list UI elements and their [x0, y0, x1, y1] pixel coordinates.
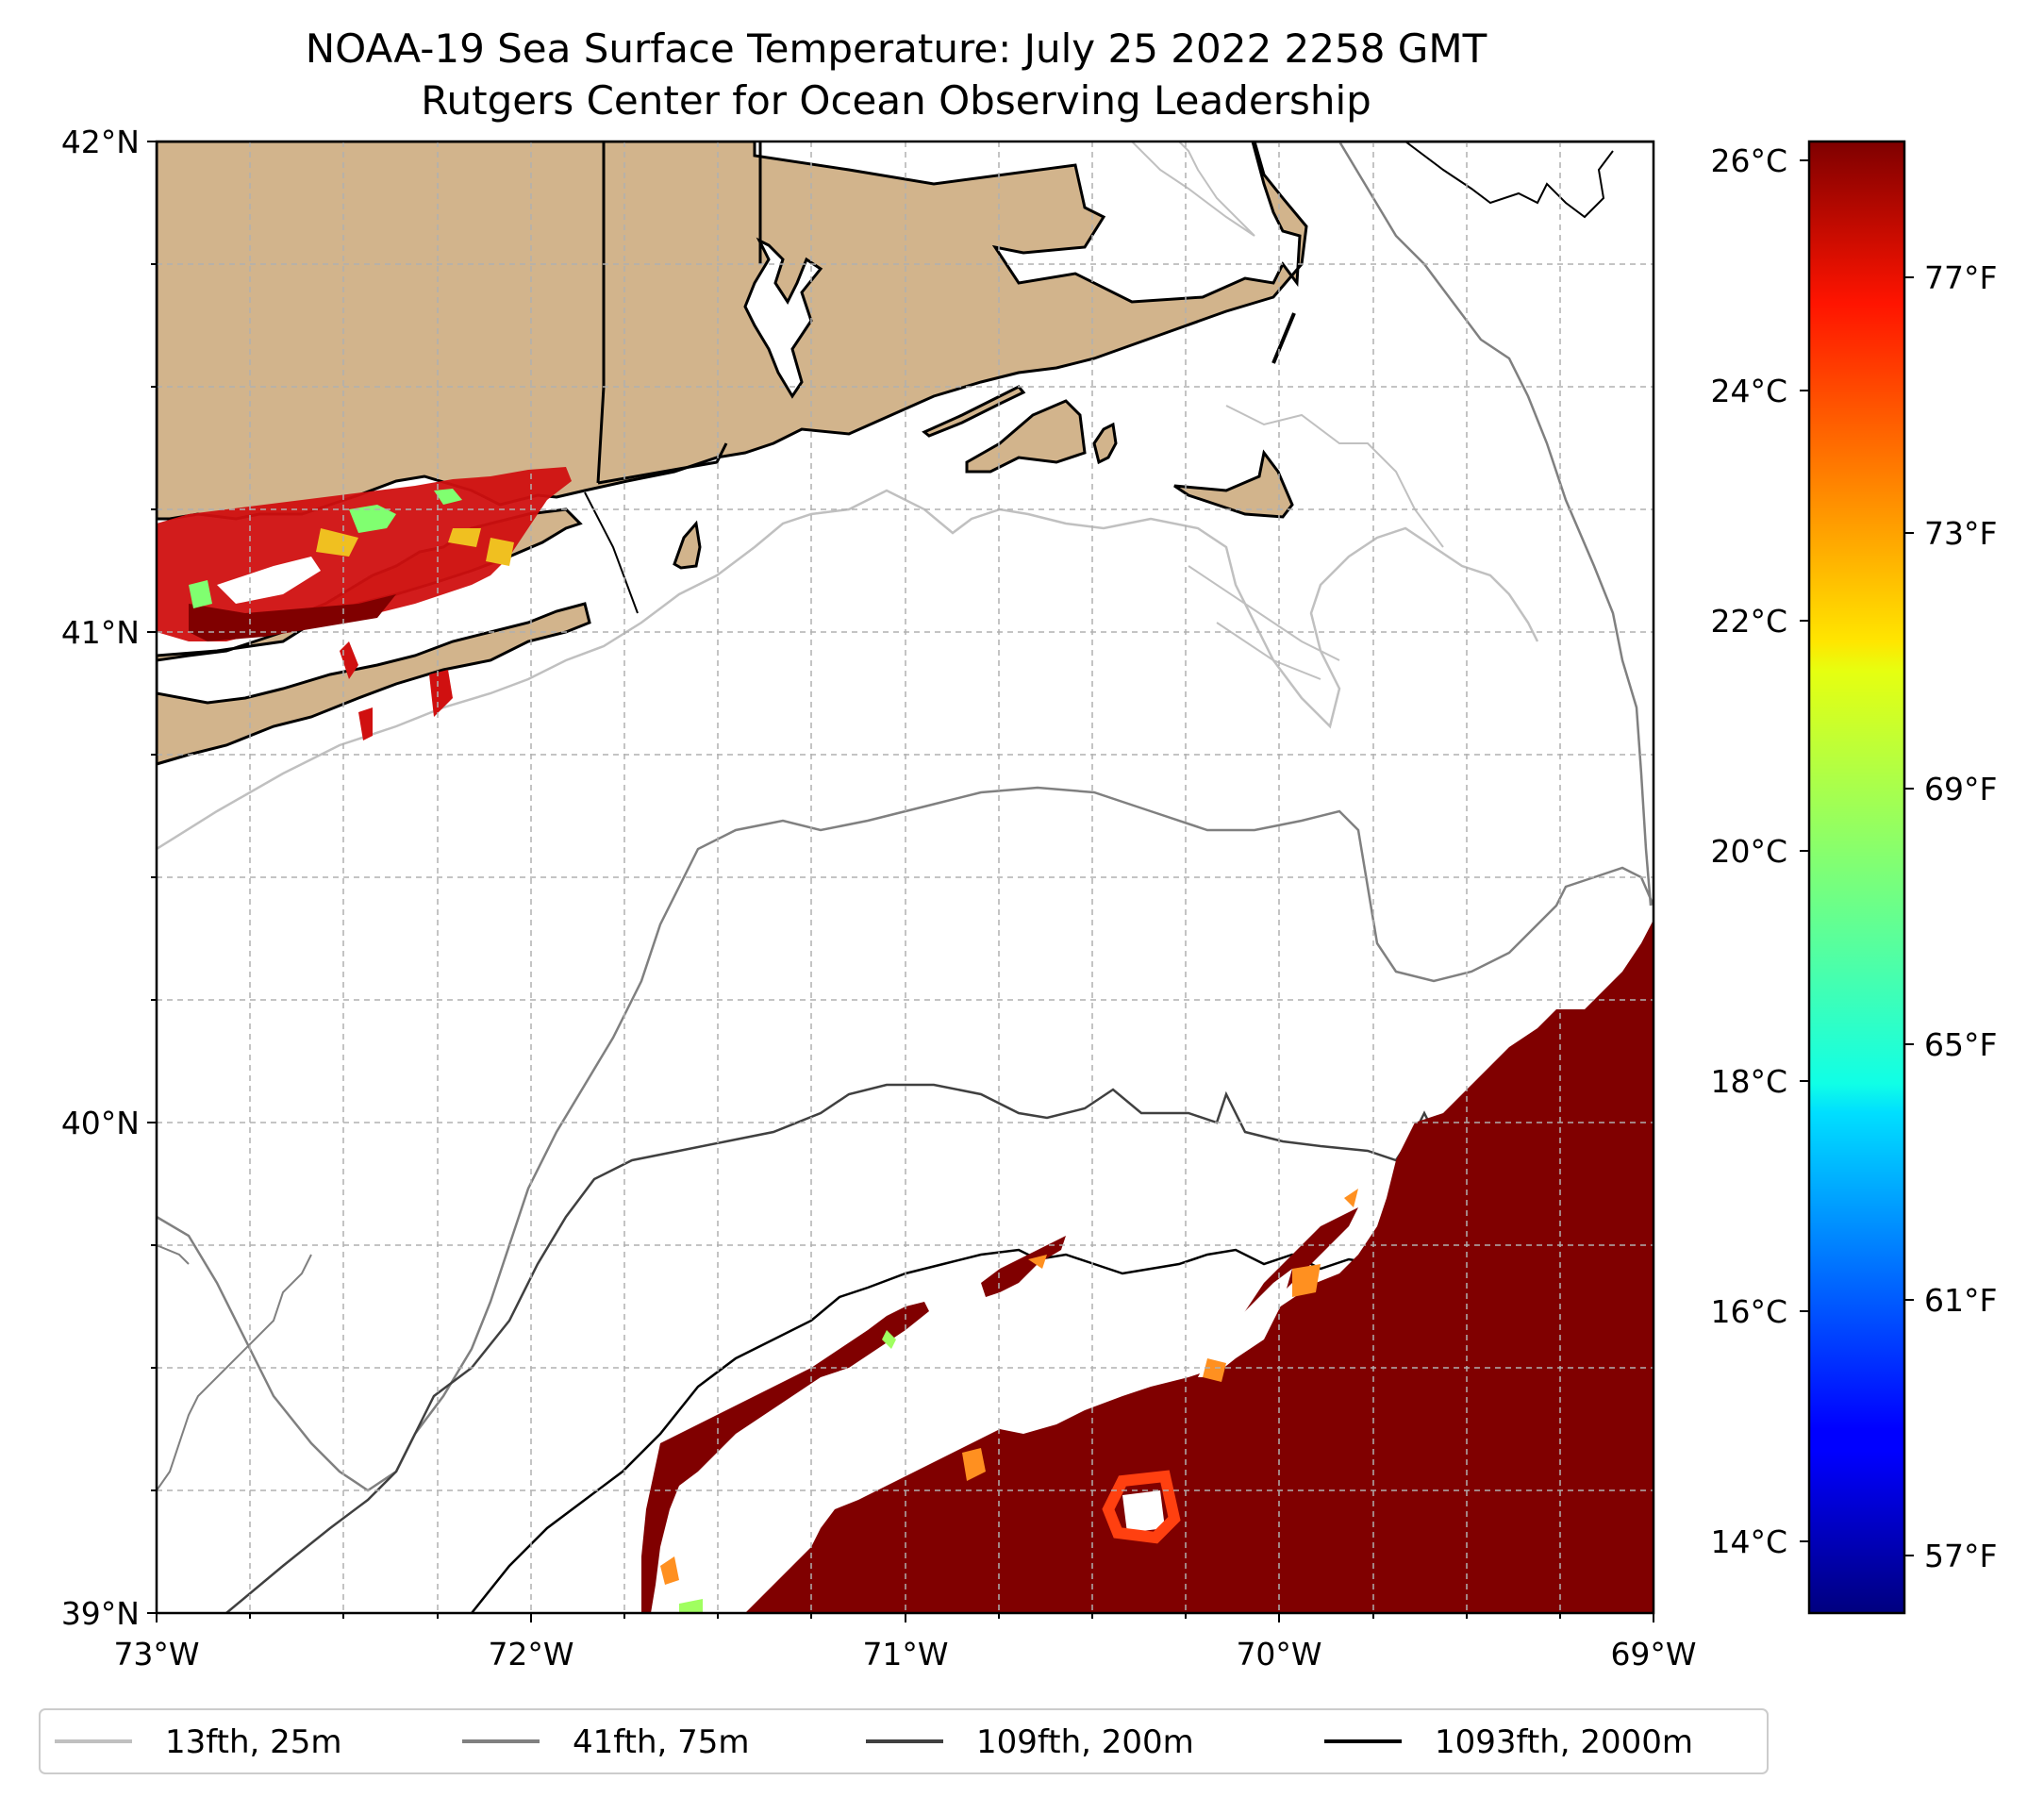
- legend-entry-200m: 109fth, 200m: [866, 1723, 1194, 1761]
- isobath-25m: [157, 489, 1539, 851]
- land-monomoy: [1271, 312, 1296, 364]
- land-block-island: [673, 520, 702, 570]
- colorbar-label-14c: 14°C: [1710, 1523, 1787, 1560]
- sst-white-gap-2: [684, 1472, 792, 1613]
- colorbar-label-77f: 77°F: [1924, 259, 1997, 296]
- legend-label-200m: 109fth, 200m: [976, 1723, 1194, 1761]
- colorbar-label-57f: 57°F: [1924, 1538, 1997, 1574]
- map-panel: [157, 141, 1653, 1613]
- lon-label-69w: 69°W: [1610, 1636, 1696, 1672]
- land-marthas-vineyard: [965, 399, 1087, 474]
- lat-label-39n: 39°N: [61, 1595, 140, 1632]
- colorbar-label-65f: 65°F: [1924, 1026, 1997, 1063]
- lat-label-42n: 42°N: [61, 124, 140, 160]
- legend-entry-25m: 13fth, 25m: [55, 1723, 342, 1761]
- lat-label-41n: 41°N: [61, 614, 140, 651]
- sst-patch-lis-hot: [189, 594, 396, 641]
- sst-gulf-stream-warm: [745, 920, 1653, 1613]
- sst-eddy-ring: [1102, 1470, 1181, 1544]
- land-cuttyhunk: [1092, 422, 1118, 465]
- colorbar-label-26c: 26°C: [1710, 142, 1787, 179]
- colorbar-label-16c: 16°C: [1710, 1293, 1787, 1330]
- sst-patch-lis-white: [217, 557, 321, 604]
- state-border-ri-ma: [597, 442, 728, 485]
- legend-label-25m: 13fth, 25m: [165, 1723, 342, 1761]
- lon-label-70w: 70°W: [1236, 1636, 1321, 1672]
- sst-patch-south-shore: [340, 641, 453, 740]
- lon-ticks: [156, 1613, 1654, 1622]
- narragansett-bay: [743, 237, 823, 399]
- lon-label-72w: 72°W: [488, 1636, 573, 1672]
- map-title-line-1: NOAA-19 Sea Surface Temperature: July 25…: [306, 25, 1487, 72]
- sst-filament-north: [981, 1236, 1066, 1297]
- land-nantucket: [1173, 449, 1294, 519]
- lon-label-73w: 73°W: [113, 1636, 199, 1672]
- map-title-line-2: Rutgers Center for Ocean Observing Leade…: [421, 77, 1371, 124]
- colorbar-label-18c: 18°C: [1710, 1063, 1787, 1100]
- colorbar-celsius-ticks: [1800, 159, 1809, 1542]
- sst-eddy-spot: [1122, 1490, 1165, 1533]
- legend-label-75m: 41fth, 75m: [573, 1723, 750, 1761]
- sst-white-gap-1: [1198, 1269, 1292, 1377]
- map-gridlines: [157, 141, 1653, 1613]
- legend-label-2000m: 1093fth, 2000m: [1435, 1723, 1693, 1761]
- colorbar-label-61f: 61°F: [1924, 1282, 1997, 1319]
- colorbar: [1807, 140, 1906, 1615]
- colorbar-label-69f: 69°F: [1924, 771, 1997, 807]
- isobath-25m-shoals: [1131, 141, 1444, 680]
- land-elizabeth-islands: [922, 385, 1026, 438]
- lon-label-71w: 71°W: [862, 1636, 948, 1672]
- legend-entry-2000m: 1093fth, 2000m: [1324, 1723, 1693, 1761]
- sst-warm-core-eddy-filament: [641, 1302, 929, 1613]
- sst-patch-lis-yellow: [316, 528, 514, 566]
- colorbar-fahrenheit-ticks: [1904, 276, 1914, 1556]
- colorbar-label-20c: 20°C: [1710, 833, 1787, 870]
- state-border-east: [584, 491, 639, 614]
- colorbar-label-24c: 24°C: [1710, 373, 1787, 409]
- lat-label-40n: 40°N: [61, 1105, 140, 1141]
- legend-entry-75m: 41fth, 75m: [462, 1723, 750, 1761]
- lat-ticks: [147, 141, 157, 1614]
- coast-new-jersey: [157, 1244, 312, 1491]
- colorbar-label-73f: 73°F: [1924, 515, 1997, 552]
- colorbar-label-22c: 22°C: [1710, 603, 1787, 640]
